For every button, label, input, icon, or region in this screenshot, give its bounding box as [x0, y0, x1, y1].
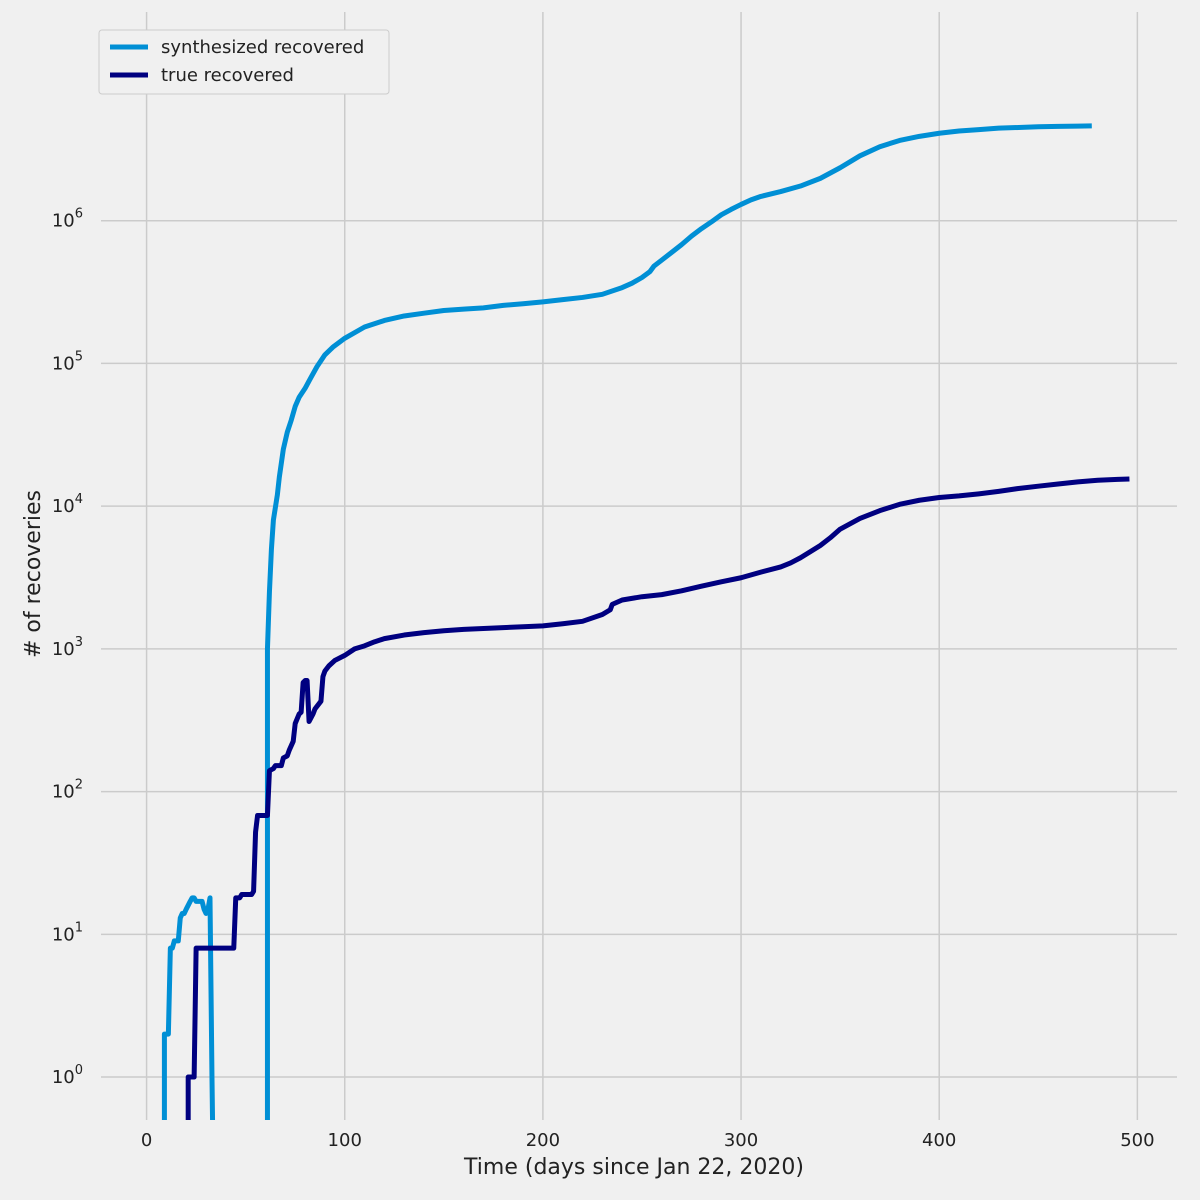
series-lines	[161, 123, 1130, 1120]
series-line-true-recovered	[185, 476, 1130, 1120]
series-line-synthesized-recovered	[161, 123, 1092, 1120]
x-tick-label: 500	[1120, 1130, 1154, 1151]
x-tick-label: 200	[526, 1130, 560, 1151]
y-tick-label: 104	[52, 492, 83, 517]
x-axis-label: Time (days since Jan 22, 2020)	[463, 1155, 804, 1180]
tick-labels: 0 100 200 300 400 500 100 101 102 103 104 105 106	[52, 207, 1155, 1151]
x-tick-label: 100	[328, 1130, 362, 1151]
legend-label-synthesized: synthesized recovered	[161, 37, 364, 58]
x-tick-label: 400	[922, 1130, 956, 1151]
x-tick-label: 0	[141, 1130, 152, 1151]
y-tick-label: 102	[52, 778, 83, 803]
x-tick-label: 300	[724, 1130, 758, 1151]
y-tick-label: 100	[52, 1063, 83, 1088]
grid-lines	[101, 12, 1177, 1120]
legend-box	[98, 29, 390, 95]
plot-area	[101, 12, 1177, 1120]
y-tick-label: 106	[52, 207, 83, 232]
y-tick-label: 101	[52, 920, 83, 945]
y-axis-label: # of recoveries	[21, 490, 46, 658]
y-tick-label: 103	[52, 635, 83, 660]
legend: synthesized recovered true recovered	[98, 29, 390, 95]
legend-label-true: true recovered	[161, 65, 294, 86]
y-tick-label: 105	[52, 349, 83, 374]
